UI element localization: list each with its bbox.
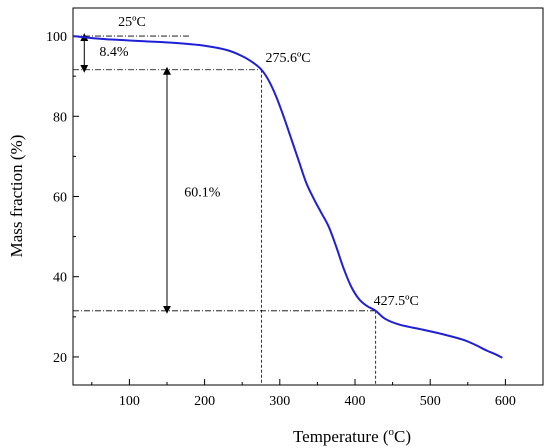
- annotation-start-temp: 25ºC: [118, 15, 146, 30]
- annotation-second-loss: 60.1%: [184, 186, 221, 201]
- x-tick-label: 600: [495, 394, 516, 409]
- x-axis-ticks: 100 200 300 400 500 600: [91, 379, 516, 409]
- x-tick-label: 400: [345, 394, 366, 409]
- y-axis-title: Mass fraction (%): [7, 135, 26, 258]
- x-axis-title: Temperature (oC): [293, 426, 411, 446]
- annotation-first-loss: 8.4%: [99, 45, 129, 60]
- x-tick-label: 100: [119, 394, 140, 409]
- x-tick-label: 200: [194, 394, 215, 409]
- y-tick-label: 20: [53, 351, 67, 366]
- y-tick-label: 80: [53, 110, 67, 125]
- guide-lines: [73, 35, 377, 385]
- annotation-onset-temp: 275.6ºC: [265, 51, 310, 66]
- x-tick-label: 300: [269, 394, 290, 409]
- mass-curve-line: [72, 35, 503, 359]
- y-axis-ticks: 20 40 60 80 100: [46, 30, 79, 366]
- mass-loss-arrows: [80, 33, 171, 314]
- x-tick-label: 500: [420, 394, 441, 409]
- y-tick-label: 60: [53, 191, 67, 206]
- y-tick-label: 100: [46, 30, 67, 45]
- annotation-end-temp: 427.5ºC: [374, 294, 419, 309]
- y-tick-label: 40: [53, 271, 67, 286]
